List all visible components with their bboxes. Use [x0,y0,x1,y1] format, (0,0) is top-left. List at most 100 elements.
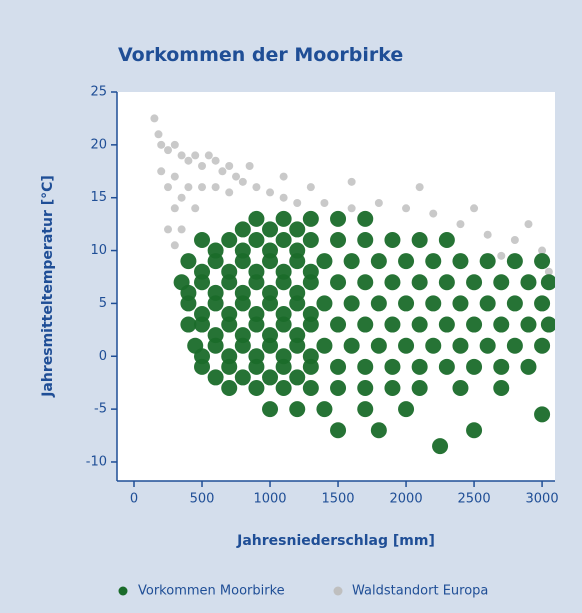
point [370,337,387,354]
point [164,146,173,155]
point [194,358,211,375]
point [177,193,186,202]
point [343,253,360,270]
point [194,316,211,333]
point [238,177,247,186]
point [402,204,411,213]
point [248,274,265,291]
y-tick-label: 5 [99,296,107,311]
point [302,274,319,291]
point [343,295,360,312]
point [357,358,374,375]
point [330,358,347,375]
point [466,316,483,333]
point [520,316,537,333]
point [279,193,288,202]
point [479,337,496,354]
point [302,231,319,248]
point [248,379,265,396]
point [330,274,347,291]
point [466,422,483,439]
point [170,140,179,149]
point [275,231,292,248]
point [357,231,374,248]
point [221,274,238,291]
point [320,198,329,207]
y-tick-label: 15 [90,190,107,205]
point [544,267,553,276]
point [506,253,523,270]
point [534,406,551,423]
point [510,235,519,244]
point [207,369,224,386]
point [398,401,415,418]
point [347,204,356,213]
y-tick-label: 0 [99,349,107,364]
point [170,172,179,181]
x-tick-label: 2500 [458,492,491,507]
x-tick-label: 500 [190,492,215,507]
point [357,379,374,396]
point [316,401,333,418]
point [275,274,292,291]
point [357,316,374,333]
point [456,220,465,229]
point [452,379,469,396]
point [248,316,265,333]
point [180,253,197,270]
point [225,188,234,197]
point [452,337,469,354]
point [432,438,449,455]
point [374,198,383,207]
point [411,274,428,291]
point [330,422,347,439]
point [262,401,279,418]
point [177,225,186,234]
point [370,253,387,270]
point [540,316,555,333]
x-tick-label: 1000 [253,492,286,507]
point [506,337,523,354]
point [483,230,492,239]
point [184,183,193,192]
point [204,151,213,160]
point [289,369,306,386]
point [411,316,428,333]
point [330,210,347,227]
point [357,274,374,291]
point [343,337,360,354]
point [479,253,496,270]
point [330,379,347,396]
point [275,210,292,227]
y-tick-label: 20 [90,137,107,152]
point [357,210,374,227]
point [493,358,510,375]
point [425,295,442,312]
point [194,231,211,248]
point [232,172,241,181]
point [466,274,483,291]
y-tick-label: 10 [90,243,107,258]
point [198,161,207,170]
point [316,295,333,312]
point [225,161,234,170]
point [506,295,523,312]
point [452,253,469,270]
point [384,231,401,248]
y-tick-label: 25 [90,85,107,100]
point [234,295,251,312]
point [211,156,220,165]
x-tick-label: 1500 [321,492,354,507]
point [262,337,279,354]
point [170,204,179,213]
point [262,221,279,238]
point [275,379,292,396]
point [180,295,197,312]
point [466,358,483,375]
point [438,274,455,291]
point [170,241,179,250]
point [289,401,306,418]
point [479,295,496,312]
point [429,209,438,218]
